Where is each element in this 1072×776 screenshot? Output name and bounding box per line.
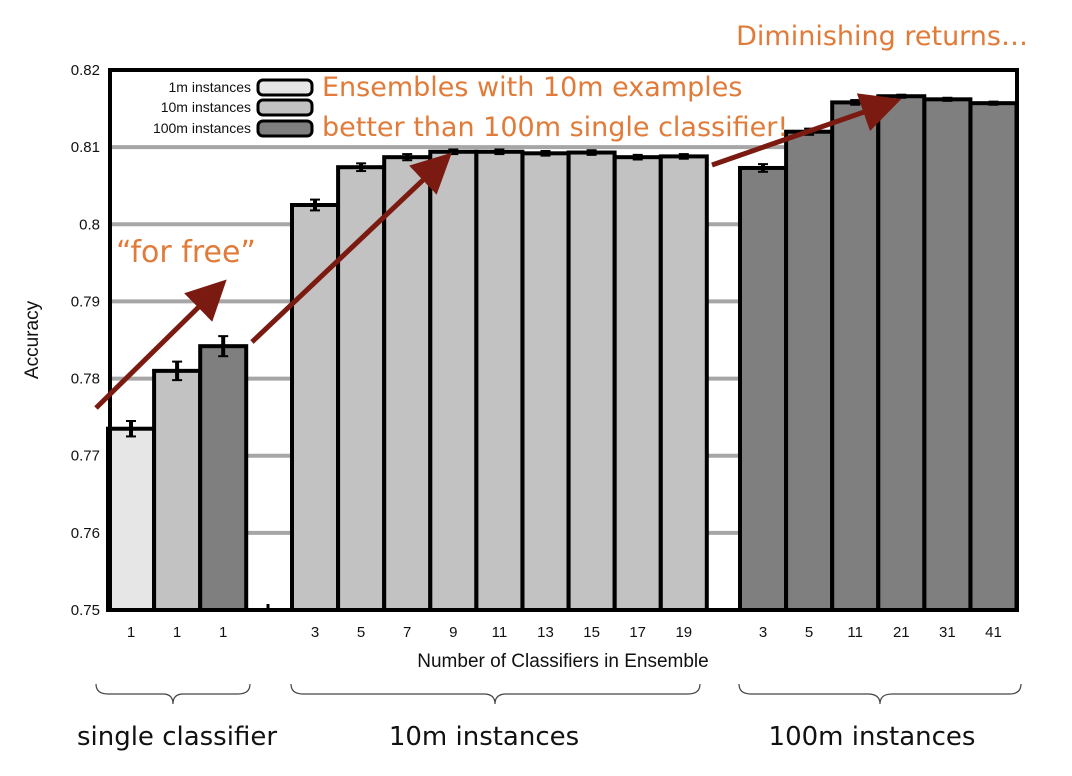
legend-label-10m: 10m instances xyxy=(161,99,251,115)
x-tick-label: 41 xyxy=(985,624,1002,641)
bar xyxy=(198,344,249,612)
annotation-arrows xyxy=(94,93,902,410)
brace-single-classifier xyxy=(95,683,251,705)
arrow-to-10m-ensembles xyxy=(250,152,452,344)
y-tick-label: 0.79 xyxy=(71,293,100,310)
x-tick-label: 5 xyxy=(805,624,813,641)
bars xyxy=(106,93,1019,613)
x-tick-label: 3 xyxy=(759,624,767,641)
x-tick-label: 17 xyxy=(629,624,646,641)
x-tick-label: 19 xyxy=(675,624,692,641)
legend-swatch-10m xyxy=(256,98,314,117)
y-tick-label: 0.78 xyxy=(71,371,100,388)
legend: 1m instances 10m instances 100m instance… xyxy=(153,78,314,138)
annotation-diminishing-returns: Diminishing returns… xyxy=(736,21,1028,52)
x-tick-label: 1 xyxy=(127,624,135,641)
bar xyxy=(336,165,387,612)
bar xyxy=(738,165,788,612)
legend-label-100m: 100m instances xyxy=(153,120,251,136)
bar xyxy=(106,426,156,613)
brace-10m-instances xyxy=(290,683,701,705)
bar xyxy=(566,150,617,613)
bar xyxy=(290,203,340,612)
bar xyxy=(658,154,709,612)
x-tick-label: 11 xyxy=(492,624,508,641)
bar xyxy=(922,97,973,612)
legend-label-1m: 1m instances xyxy=(169,79,251,95)
legend-swatch-100m xyxy=(256,119,314,138)
x-tick-label: 1 xyxy=(173,624,181,641)
plot-frame xyxy=(108,68,1019,612)
annotation-for-free: “for free” xyxy=(116,235,256,270)
y-axis-title: Accuracy xyxy=(22,300,43,379)
y-tick-label: 0.76 xyxy=(71,525,100,542)
x-tick-label: 1 xyxy=(219,624,227,641)
bar xyxy=(474,149,525,612)
bar xyxy=(968,101,1019,613)
brace-100m-instances xyxy=(738,683,1022,705)
y-tick-label: 0.8 xyxy=(79,216,100,233)
y-tick-label: 0.77 xyxy=(71,448,100,465)
arrow-for-free xyxy=(94,279,227,410)
x-axis-title: Number of Classifiers in Ensemble xyxy=(417,651,708,672)
x-tick-label: 15 xyxy=(583,624,600,641)
x-tick-label: 9 xyxy=(449,624,457,641)
x-tick-label: 13 xyxy=(537,624,554,641)
y-tick-labels: 0.75 0.76 0.77 0.78 0.79 0.8 0.81 0.82 xyxy=(71,62,100,619)
bar xyxy=(152,368,203,612)
bar xyxy=(784,129,835,612)
bar xyxy=(876,94,927,612)
x-tick-label: 31 xyxy=(939,624,956,641)
bar xyxy=(830,100,881,613)
group-braces xyxy=(95,683,1022,705)
y-tick-label: 0.81 xyxy=(71,139,100,156)
x-tick-label: 7 xyxy=(403,624,411,641)
bar xyxy=(520,151,571,612)
group-label-10m-instances: 10m instances xyxy=(389,722,579,752)
arrow-to-100m-ensembles xyxy=(711,93,902,168)
x-tick-label: 3 xyxy=(311,624,319,641)
group-label-single-classifier: single classifier xyxy=(77,722,277,752)
x-tick-label: 11 xyxy=(847,624,863,641)
annotation-ensembles-line2: better than 100m single classifier! xyxy=(322,112,788,143)
y-tick-label: 0.82 xyxy=(71,62,100,79)
x-tick-labels: 1 1 1 3 5 7 9 11 13 15 17 19 3 5 11 21 31 41 xyxy=(127,624,1002,641)
x-tick-label: 5 xyxy=(357,624,365,641)
bar xyxy=(428,149,479,612)
bar xyxy=(382,155,433,613)
y-tick-label: 0.75 xyxy=(71,602,100,619)
x-tick-label: 21 xyxy=(893,624,910,641)
legend-swatch-1m xyxy=(256,78,314,97)
annotation-ensembles-line1: Ensembles with 10m examples xyxy=(322,72,742,103)
group-label-100m-instances: 100m instances xyxy=(769,722,976,752)
bar xyxy=(612,155,663,613)
